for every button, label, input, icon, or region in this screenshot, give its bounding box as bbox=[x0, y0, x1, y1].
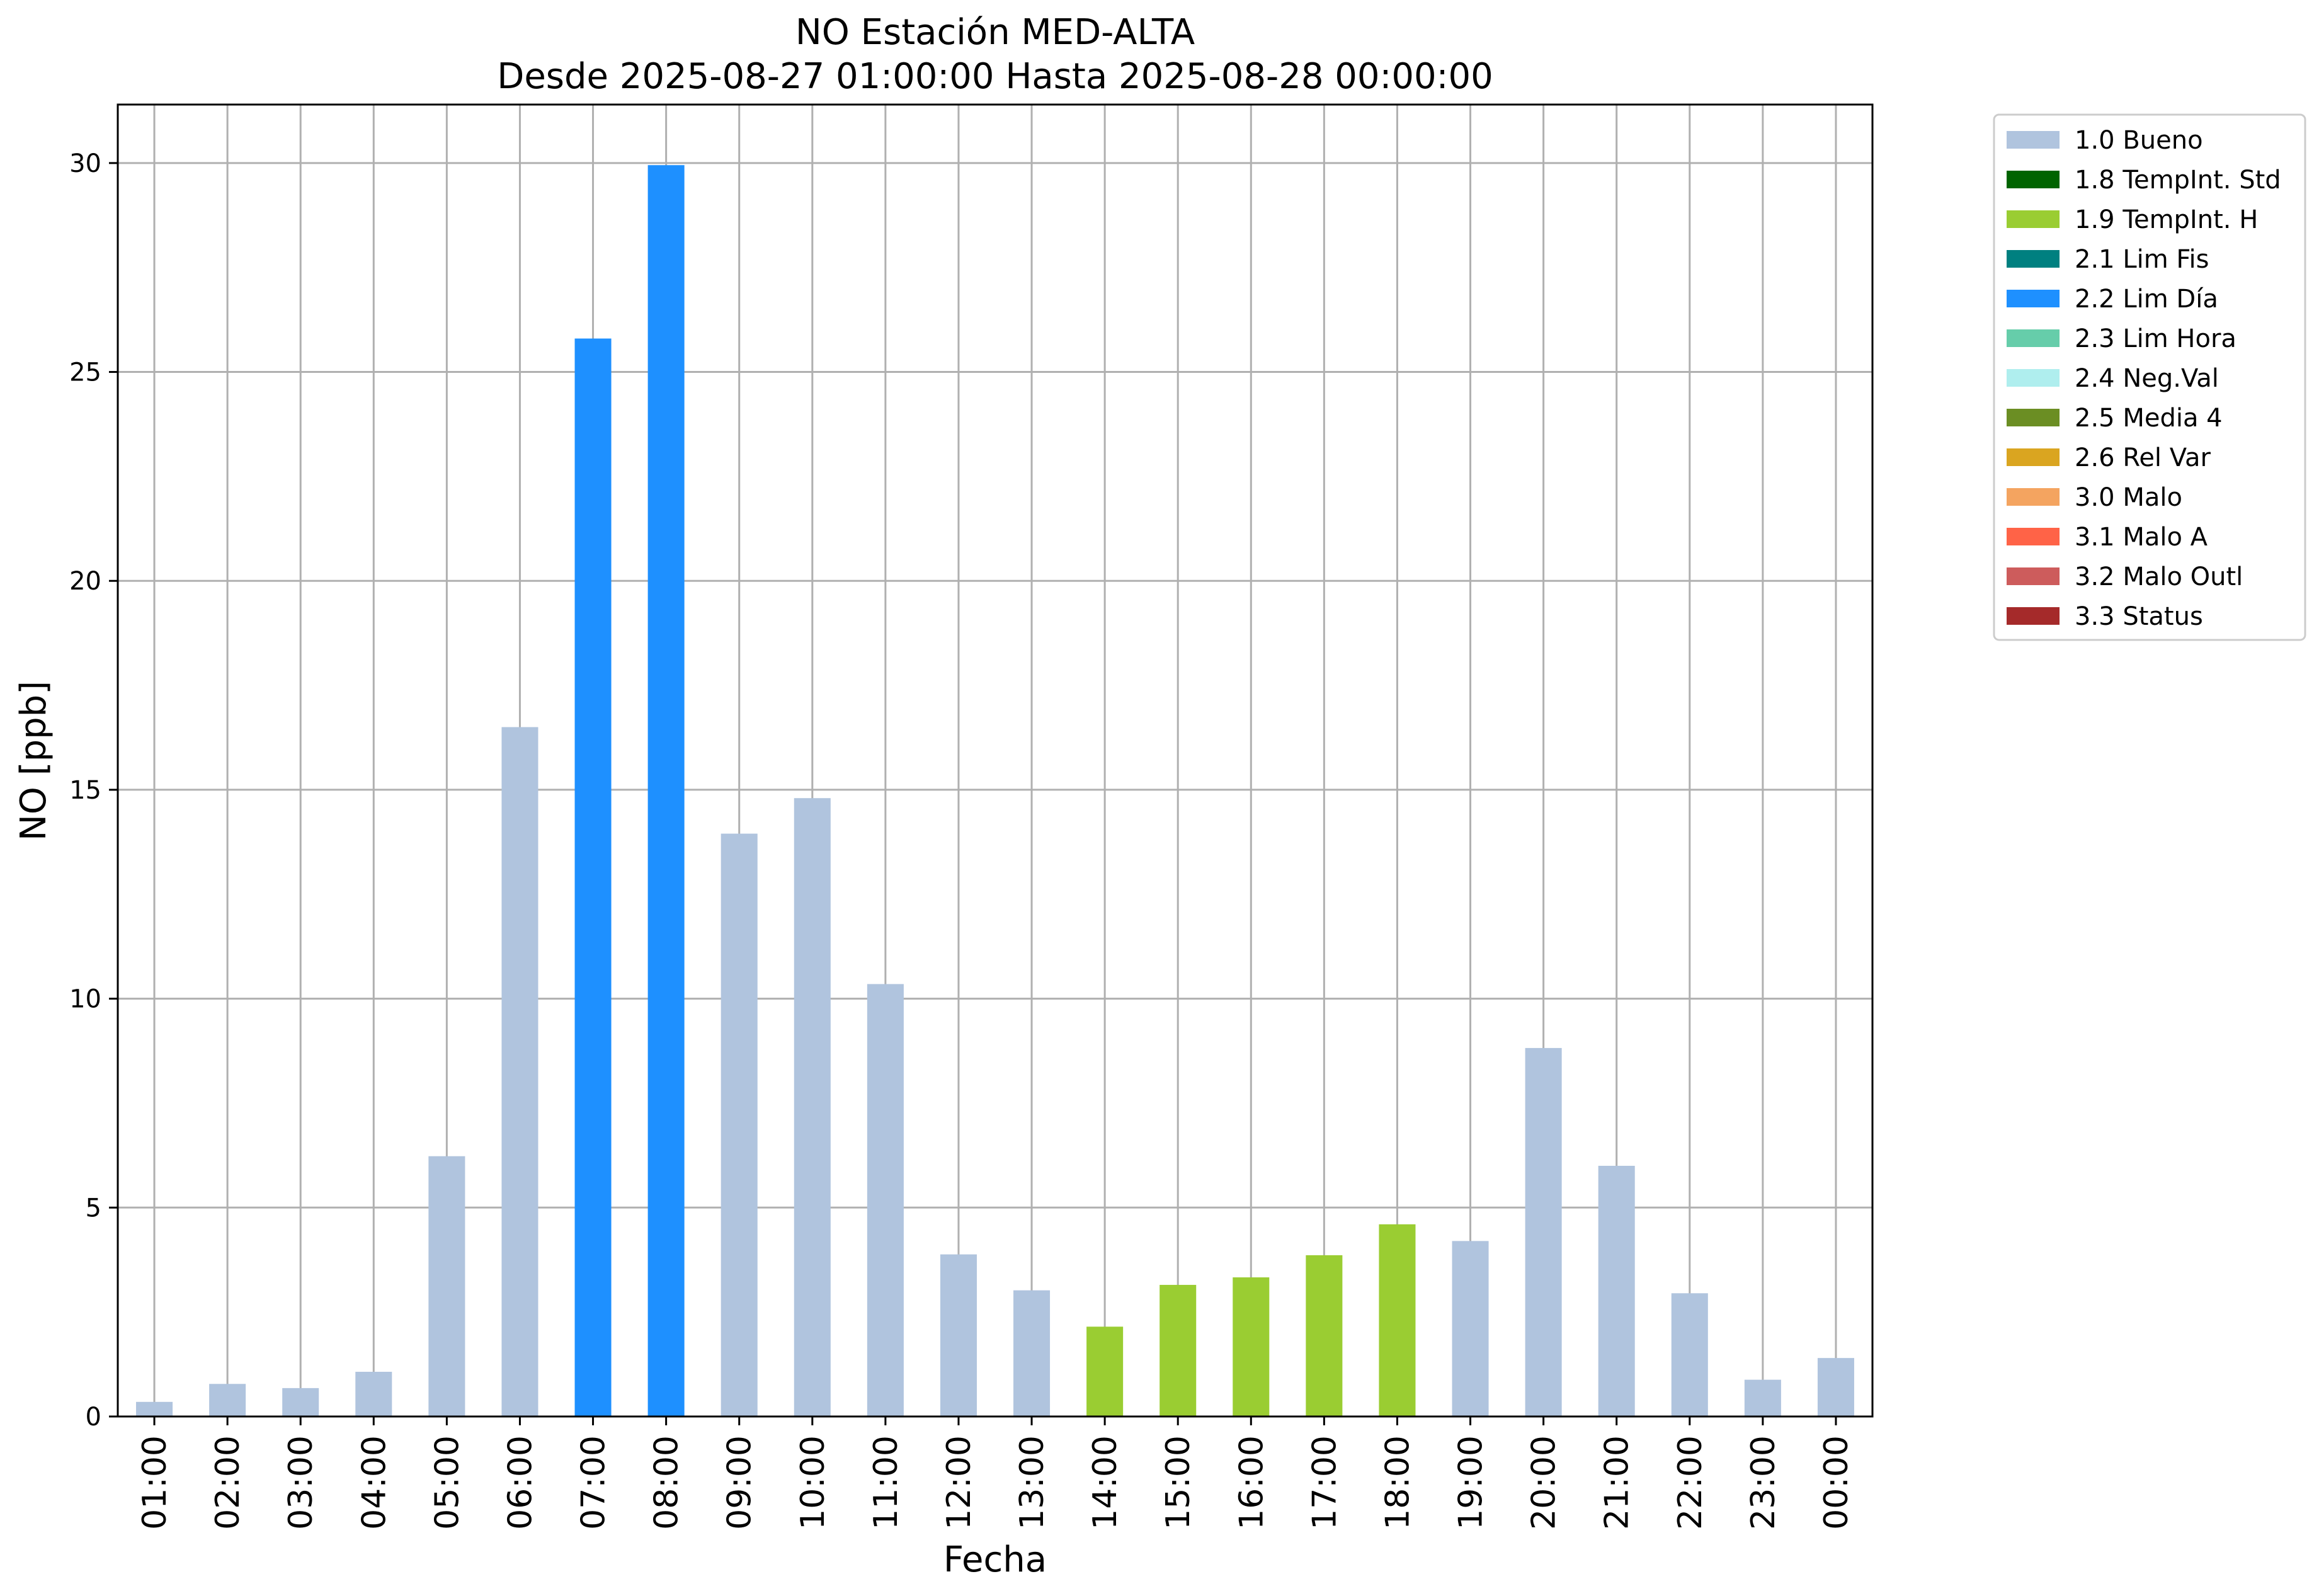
x-tick-label: 06:00 bbox=[501, 1435, 539, 1530]
bar-0800 bbox=[647, 165, 685, 1417]
x-tick-label: 13:00 bbox=[1013, 1435, 1051, 1530]
y-axis-ticks: 0 5 10 15 20 25 30 bbox=[69, 149, 118, 1432]
x-axis-ticks: 01:00 02:00 03:00 04:00 05:00 06:00 07:00 08:00… bbox=[136, 1416, 1855, 1530]
legend-label: 3.3 Status bbox=[2075, 602, 2203, 631]
legend-swatch bbox=[2007, 210, 2060, 228]
bar-1600 bbox=[1233, 1277, 1270, 1416]
bar-1100 bbox=[867, 984, 904, 1416]
x-tick-label: 15:00 bbox=[1160, 1435, 1197, 1530]
legend-label: 3.0 Malo bbox=[2075, 483, 2182, 512]
bar-0100 bbox=[136, 1401, 173, 1416]
bar-0500 bbox=[428, 1156, 465, 1416]
x-tick-label: 16:00 bbox=[1233, 1435, 1270, 1530]
x-tick-label: 21:00 bbox=[1598, 1435, 1636, 1530]
bar-2300 bbox=[1744, 1379, 1781, 1416]
x-tick-label: 23:00 bbox=[1745, 1435, 1782, 1530]
legend-label: 1.0 Bueno bbox=[2075, 126, 2203, 155]
bar-1000 bbox=[794, 798, 831, 1416]
legend-swatch bbox=[2007, 607, 2060, 625]
bar-1200 bbox=[940, 1254, 977, 1416]
x-tick-label: 08:00 bbox=[648, 1435, 686, 1530]
legend: 1.0 Bueno 1.8 TempInt. Std 1.9 TempInt. H 2… bbox=[1993, 113, 2306, 641]
x-axis-label: Fecha bbox=[943, 1539, 1047, 1580]
legend-label: 2.2 Lim Día bbox=[2075, 285, 2218, 314]
bar-0400 bbox=[355, 1372, 392, 1416]
bar-0200 bbox=[209, 1384, 246, 1416]
bar-2100 bbox=[1598, 1165, 1635, 1416]
legend-label: 2.6 Rel Var bbox=[2075, 443, 2211, 472]
bar-1800 bbox=[1379, 1224, 1416, 1416]
x-tick-label: 02:00 bbox=[209, 1435, 247, 1530]
legend-label: 2.5 Media 4 bbox=[2075, 404, 2223, 433]
bar-1400 bbox=[1086, 1326, 1124, 1416]
x-tick-label: 17:00 bbox=[1306, 1435, 1343, 1530]
bar-1500 bbox=[1160, 1285, 1197, 1416]
legend-label: 3.1 Malo A bbox=[2075, 523, 2208, 552]
x-tick-label: 18:00 bbox=[1379, 1435, 1416, 1530]
chart-title-line1: NO Estación MED-ALTA bbox=[795, 12, 1195, 53]
x-tick-label: 00:00 bbox=[1818, 1435, 1855, 1530]
bar-1700 bbox=[1306, 1255, 1343, 1416]
legend-frame bbox=[1993, 113, 2306, 641]
legend-swatch bbox=[2007, 488, 2060, 506]
x-tick-label: 22:00 bbox=[1672, 1435, 1709, 1530]
y-tick-label: 30 bbox=[69, 149, 101, 178]
x-tick-label: 09:00 bbox=[721, 1435, 759, 1530]
legend-swatch bbox=[2007, 369, 2060, 387]
bar-0900 bbox=[721, 833, 758, 1416]
legend-swatch bbox=[2007, 131, 2060, 149]
x-tick-label: 05:00 bbox=[428, 1435, 466, 1530]
bar-0000 bbox=[1817, 1358, 1854, 1416]
y-tick-label: 25 bbox=[69, 358, 101, 387]
x-tick-label: 14:00 bbox=[1086, 1435, 1124, 1530]
y-tick-label: 20 bbox=[69, 567, 101, 596]
bars bbox=[136, 165, 1854, 1417]
chart-title-line2: Desde 2025-08-27 01:00:00 Hasta 2025-08-… bbox=[497, 56, 1493, 97]
y-axis-label: NO [ppb] bbox=[13, 681, 54, 841]
x-tick-label: 20:00 bbox=[1525, 1435, 1563, 1530]
legend-swatch bbox=[2007, 448, 2060, 466]
bar-1900 bbox=[1452, 1241, 1489, 1416]
x-tick-label: 19:00 bbox=[1452, 1435, 1490, 1530]
y-tick-label: 10 bbox=[69, 985, 101, 1014]
x-tick-label: 10:00 bbox=[794, 1435, 832, 1530]
legend-swatch bbox=[2007, 250, 2060, 268]
bar-0300 bbox=[282, 1388, 319, 1416]
bar-0700 bbox=[574, 338, 612, 1416]
bar-0600 bbox=[501, 727, 538, 1416]
y-tick-label: 15 bbox=[69, 776, 101, 805]
plot-frame bbox=[117, 103, 1874, 1418]
legend-label: 3.2 Malo Outl bbox=[2075, 562, 2243, 591]
bar-2000 bbox=[1525, 1047, 1562, 1416]
x-tick-label: 01:00 bbox=[136, 1435, 174, 1530]
bar-1300 bbox=[1013, 1290, 1051, 1416]
x-tick-label: 07:00 bbox=[575, 1435, 613, 1530]
legend-label: 2.1 Lim Fis bbox=[2075, 245, 2209, 274]
legend-label: 1.9 TempInt. H bbox=[2075, 205, 2258, 234]
x-tick-label: 12:00 bbox=[940, 1435, 978, 1530]
legend-label: 1.8 TempInt. Std bbox=[2075, 166, 2281, 195]
y-tick-label: 5 bbox=[86, 1194, 101, 1223]
legend-label: 2.3 Lim Hora bbox=[2075, 324, 2236, 353]
x-tick-label: 04:00 bbox=[355, 1435, 393, 1530]
legend-swatch bbox=[2007, 171, 2060, 188]
legend-swatch bbox=[2007, 567, 2060, 585]
x-tick-label: 03:00 bbox=[282, 1435, 320, 1530]
x-tick-label: 11:00 bbox=[867, 1435, 905, 1530]
y-tick-label: 0 bbox=[86, 1403, 101, 1432]
legend-swatch bbox=[2007, 290, 2060, 307]
legend-swatch bbox=[2007, 329, 2060, 347]
legend-swatch bbox=[2007, 409, 2060, 426]
legend-label: 2.4 Neg.Val bbox=[2075, 364, 2219, 393]
bar-2200 bbox=[1671, 1293, 1708, 1416]
legend-swatch bbox=[2007, 528, 2060, 545]
